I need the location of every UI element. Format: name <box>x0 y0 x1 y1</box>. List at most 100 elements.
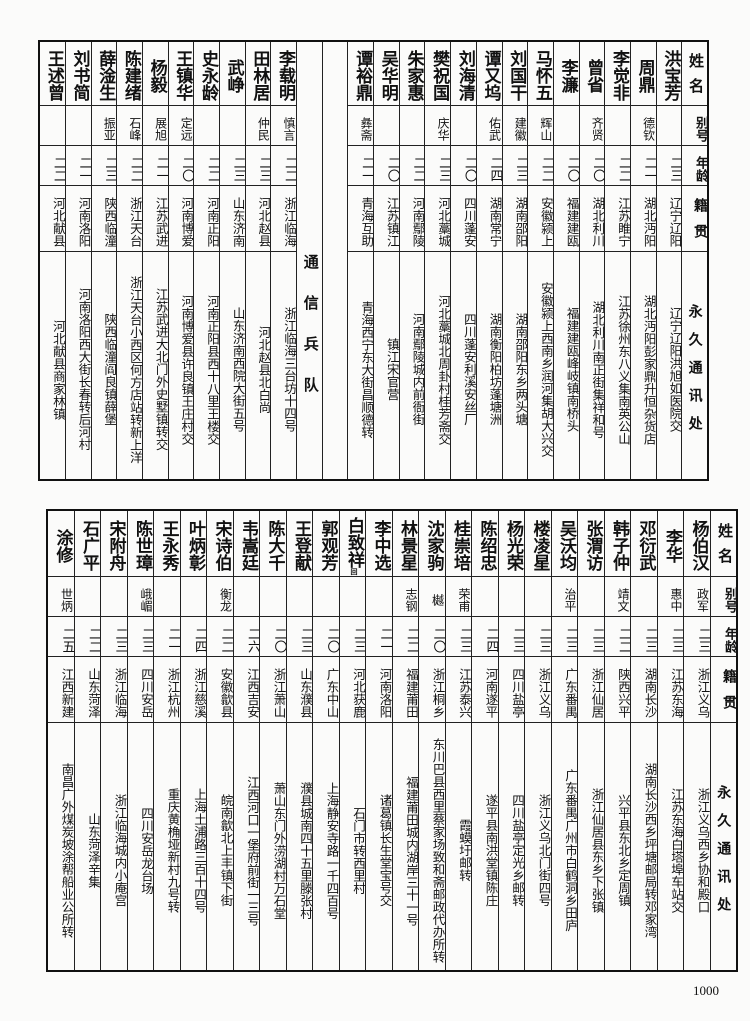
person-column: 周鼎 德钦 二一 湖北沔阳 湖北沔阳彭家鼎升恒杂货店 <box>629 42 656 479</box>
age-cell: 二〇 <box>553 146 579 186</box>
header-alias-text: 别号 <box>693 115 707 142</box>
header-origin-text: 籍贯 <box>692 197 707 250</box>
address-text: 江苏武进大北门外史墅镇转交 <box>153 288 168 451</box>
age-text: 二〇 <box>564 155 579 182</box>
age-cell: 二六 <box>233 617 259 657</box>
origin-cell: 河南洛阳 <box>366 657 392 723</box>
age-text: 二〇 <box>461 155 476 182</box>
alias-cell <box>472 577 498 617</box>
header-column: 姓名 别号 年龄 籍贯 永久通讯处 <box>681 42 707 479</box>
name-text: 宋诗伯 <box>211 520 232 571</box>
name-text: 曾省 <box>583 58 604 93</box>
name-text: 郭观芳 <box>317 520 338 571</box>
origin-text: 河南鄢陵 <box>410 196 425 247</box>
origin-text: 四川蓬安 <box>461 196 476 247</box>
age-text: 二二 <box>86 626 100 653</box>
name-cell: 谭又坞 <box>476 42 502 106</box>
address-cell: 福建建瓯峰岐镇南桥头 <box>554 252 579 479</box>
address-cell: 河北献县商家林镇 <box>40 252 65 479</box>
name-cell: 李中选 <box>366 511 392 577</box>
age-cell: 二二 <box>40 146 65 186</box>
person-column: 杨光荣 二三 四川盐亭 四川盐亭定光乡邮转 <box>497 511 524 970</box>
name-text: 陈世璋 <box>132 520 152 571</box>
origin-cell: 山东济南 <box>219 186 245 252</box>
header-address-cell: 永久通讯处 <box>711 723 737 970</box>
address-cell: 福建莆田城内湖岸三十一号 <box>393 723 418 970</box>
age-text: 二〇 <box>590 155 605 182</box>
address-cell: 石门市转西里村 <box>340 723 365 970</box>
address-cell: 兴平县东北乡定周镇 <box>605 723 630 970</box>
person-column: 李中选 二一 河南洛阳 诸葛镇长生堂宝号交 <box>365 511 392 970</box>
person-column: 马怀五 辉山 二二 安徽颍上 安徽颍上西南乡润河集胡大兴交 <box>527 42 553 479</box>
address-cell: 河南鄢陵城内前衙街 <box>400 252 424 479</box>
address-cell: 湖南长沙西乡坪塘邮局转邓家湾 <box>631 723 657 970</box>
person-column: 薛淦生 振亚 二三 陕西临潼 陕西临潼阎良镇薛堡 <box>90 42 117 479</box>
age-cell: 二二 <box>528 146 553 186</box>
name-text: 张渭访 <box>582 520 603 571</box>
origin-cell: 河北藁城 <box>425 186 451 252</box>
header-origin-text: 籍贯 <box>721 668 736 721</box>
alias-text: 振亚 <box>102 116 117 141</box>
origin-cell: 山东濮县 <box>286 657 312 723</box>
origin-cell: 河南鄢陵 <box>399 186 425 252</box>
origin-text: 青海互助 <box>359 196 374 247</box>
age-text: 二一 <box>359 155 374 182</box>
person-column: 白致祥回二三 河北获鹿 石门市转西里村 <box>338 511 365 970</box>
person-column: 陈建绪 石峰 二二 浙江天台 浙江天台小西区何方店站转新上洋 <box>116 42 142 479</box>
alias-text: 建徽 <box>513 116 528 141</box>
alias-cell: 石峰 <box>117 106 142 146</box>
origin-cell: 河北获鹿 <box>339 657 365 723</box>
name-text: 樊祝国 <box>429 50 450 101</box>
age-cell: 二三 <box>219 146 245 186</box>
address-cell: 辽宁辽阳洪旭如医院交 <box>657 252 681 479</box>
age-cell: 二〇 <box>419 617 445 657</box>
page-number: 1000 <box>693 983 719 998</box>
person-column: 王永秀 二一 浙江杭州 重庆黄桷垭新村九号转 <box>153 511 180 970</box>
age-cell: 二三 <box>525 617 551 657</box>
header-name-cell: 姓名 <box>682 42 707 106</box>
person-column: 陈绍忠 二四 河南遂平 遂平县南洪堂镇陈庄 <box>471 511 498 970</box>
alias-text: 衡龙 <box>218 587 233 612</box>
origin-text: 四川安岳 <box>139 667 153 718</box>
age-text: 二六 <box>245 626 259 653</box>
alias-text: 展旭 <box>153 116 168 141</box>
person-column: 桂崇培 荣甫 二三 江苏泰兴 霞蟆圩邮转 <box>444 511 471 970</box>
name-cell: 杨毅 <box>142 42 168 106</box>
header-alias-cell: 别号 <box>682 106 707 146</box>
age-text: 二五 <box>59 626 74 653</box>
age-cell: 二三 <box>498 617 524 657</box>
alias-text: 定远 <box>179 116 194 141</box>
alias-cell <box>374 106 399 146</box>
name-cell: 叶炳彰 <box>180 511 206 577</box>
address-text: 江苏东海白塔埠车站交 <box>669 788 683 913</box>
name-cell: 刘海清 <box>451 42 476 106</box>
header-address-text: 永久通讯处 <box>715 784 732 925</box>
address-text: 山东济南西院大街五号 <box>230 307 245 432</box>
header-address-text: 永久通讯处 <box>686 303 703 444</box>
age-cell: 二〇 <box>374 146 399 186</box>
name-text: 陈建绪 <box>120 50 141 101</box>
origin-text: 浙江义乌 <box>536 667 551 718</box>
origin-text: 江苏泰兴 <box>457 667 471 718</box>
age-text: 二二 <box>410 155 425 182</box>
address-text: 河南博爱县许良镇王庄村交 <box>179 294 194 445</box>
person-column: 朱家惠 二二 河南鄢陵 河南鄢陵城内前衙街 <box>398 42 425 479</box>
origin-text: 浙江桐乡 <box>430 667 445 718</box>
age-cell: 二四 <box>472 617 498 657</box>
person-column: 陈世璋 峨嵋 二三 四川安岳 四川安岳龙台场 <box>126 511 153 970</box>
age-cell: 二三 <box>578 617 604 657</box>
name-text: 王述曾 <box>43 50 64 101</box>
name-cell: 陈绍忠 <box>472 511 498 577</box>
origin-cell: 河北献县 <box>40 186 65 252</box>
alias-cell: 惠中 <box>657 577 683 617</box>
name-text: 吴沃均 <box>556 520 576 571</box>
roster-table-top: 姓名 别号 年龄 籍贯 永久通讯处 洪宝芳 二三 辽宁辽阳 辽宁辽阳洪旭如医院交 周鼎 德钦 二一 湖北… <box>38 40 709 481</box>
age-cell: 二三 <box>502 146 528 186</box>
alias-cell <box>578 577 604 617</box>
alias-cell: 峨嵋 <box>127 577 153 617</box>
age-cell: 二〇 <box>260 617 286 657</box>
alias-cell <box>74 577 100 617</box>
address-text: 河北献县商家林镇 <box>50 319 65 420</box>
name-text: 宋附舟 <box>105 520 126 571</box>
name-cell: 宋诗伯 <box>207 511 233 577</box>
